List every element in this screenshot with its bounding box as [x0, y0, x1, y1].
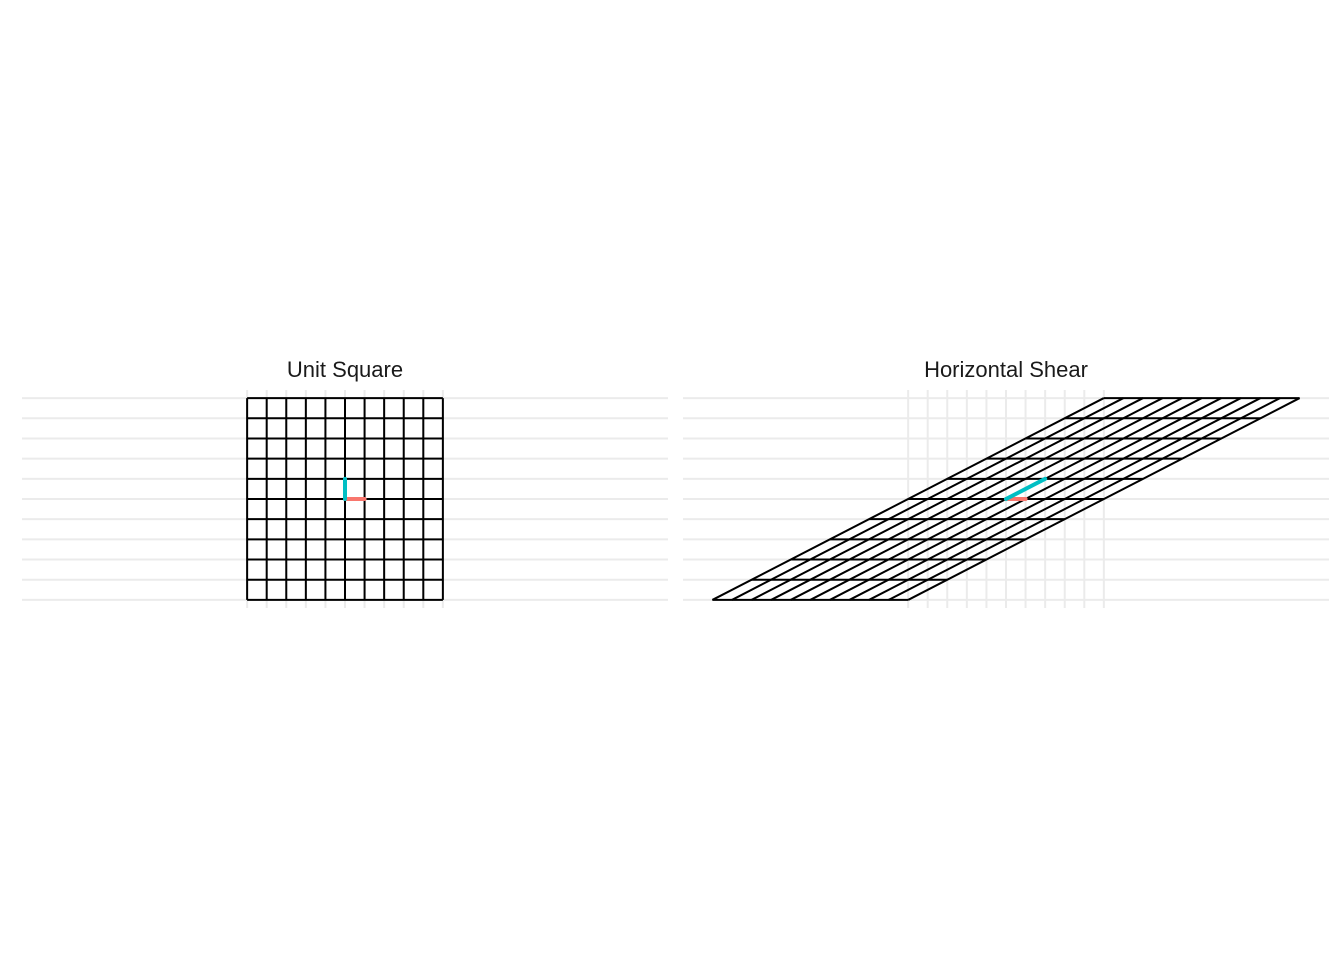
- basis-vectors: [345, 479, 365, 499]
- panel-title: Unit Square: [287, 357, 403, 382]
- panel-title: Horizontal Shear: [924, 357, 1088, 382]
- horizontal-shear-panel: Horizontal Shear: [683, 357, 1329, 608]
- unit-square-panel: Unit Square: [22, 357, 668, 608]
